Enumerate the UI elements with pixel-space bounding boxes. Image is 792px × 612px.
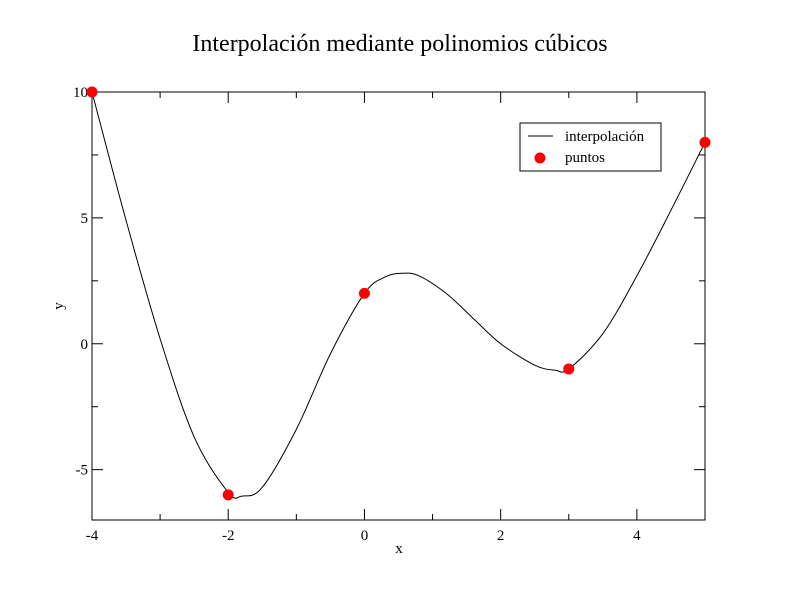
x-tick-label: 4 (633, 528, 641, 544)
data-point (222, 489, 234, 501)
legend-label-puntos: puntos (565, 150, 605, 166)
legend-point-swatch (534, 152, 546, 164)
x-tick-label: 0 (361, 528, 369, 544)
y-tick-label: 5 (81, 211, 89, 227)
data-points (86, 86, 711, 501)
x-tick-label: -2 (222, 528, 235, 544)
legend-box (519, 122, 662, 172)
legend-label-interpolacion: interpolación (565, 129, 645, 145)
plot-frame (91, 91, 706, 521)
data-point (699, 136, 711, 148)
chart-title: Interpolación mediante polinomios cúbico… (192, 31, 607, 57)
data-point (86, 86, 98, 98)
y-tick-label: 10 (73, 85, 88, 101)
y-tick-label: 0 (81, 337, 89, 353)
data-point (358, 287, 370, 299)
axis-ticks (91, 91, 706, 520)
y-tick-label: -5 (76, 463, 89, 479)
x-tick-label: -4 (86, 528, 99, 544)
data-point (563, 363, 575, 375)
x-axis-label: x (395, 541, 403, 557)
y-axis-label: y (51, 302, 67, 310)
interpolation-line (91, 91, 706, 499)
legend: interpolación puntos (519, 122, 662, 172)
x-tick-label: 2 (497, 528, 505, 544)
tick-labels: -4 -2 0 2 4 -5 0 5 10 (73, 85, 641, 544)
